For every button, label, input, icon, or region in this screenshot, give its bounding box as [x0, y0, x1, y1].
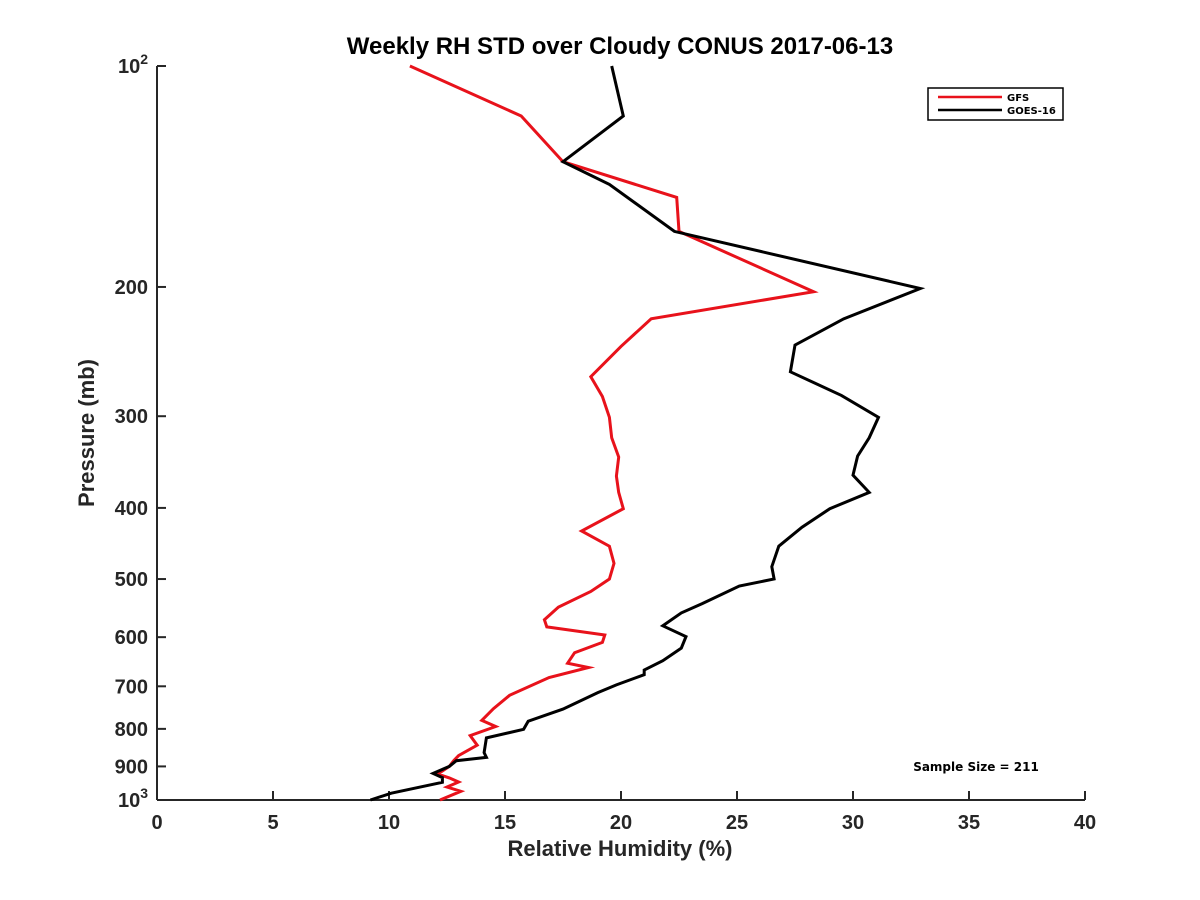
legend: GFS GOES-16 [927, 87, 1064, 121]
x-axis-ticks: 0 5 10 15 20 25 30 35 40 [151, 791, 1096, 834]
y-tick-label: 102 [118, 51, 148, 78]
y-tick-label: 500 [115, 569, 148, 591]
series-lines [369, 64, 926, 802]
x-axis-label: Relative Humidity (%) [508, 836, 733, 861]
x-tick-label: 0 [151, 812, 162, 834]
x-tick-label: 25 [726, 812, 748, 834]
y-tick-label: 103 [118, 785, 148, 812]
y-tick-label: 600 [115, 627, 148, 649]
x-tick-label: 30 [842, 812, 864, 834]
y-tick-label: 700 [115, 676, 148, 698]
x-tick-label: 35 [958, 812, 980, 834]
y-tick-label: 200 [115, 277, 148, 299]
y-axis-ticks: 102 200 300 400 500 600 700 800 900 103 [115, 51, 166, 812]
sample-size-annotation: Sample Size = 211 [913, 760, 1039, 774]
legend-label-goes-16: GOES-16 [1007, 106, 1056, 117]
series-line-goes-16 [369, 65, 926, 802]
y-tick-label: 900 [115, 756, 148, 778]
series-line-gfs [409, 64, 819, 802]
legend-label-gfs: GFS [1007, 93, 1029, 104]
x-tick-label: 20 [610, 812, 632, 834]
chart-title: Weekly RH STD over Cloudy CONUS 2017-06-… [347, 33, 893, 60]
y-tick-label: 800 [115, 719, 148, 741]
y-tick-label: 300 [115, 406, 148, 428]
x-tick-label: 40 [1074, 812, 1096, 834]
x-tick-label: 10 [378, 812, 400, 834]
x-tick-label: 5 [267, 812, 278, 834]
y-axis-label: Pressure (mb) [74, 359, 99, 507]
y-tick-label: 400 [115, 498, 148, 520]
legend-box [927, 87, 1064, 121]
x-tick-label: 15 [494, 812, 516, 834]
